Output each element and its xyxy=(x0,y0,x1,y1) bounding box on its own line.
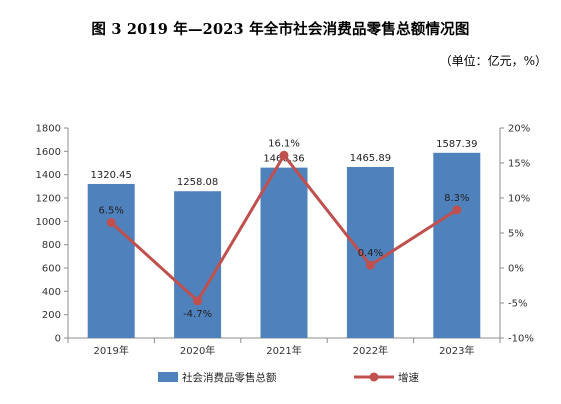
left-tick-label: 0 xyxy=(55,334,61,345)
x-tick-label: 2023年 xyxy=(439,344,474,357)
bar-value-label: 1465.89 xyxy=(350,153,391,164)
right-tick-label: -10% xyxy=(508,334,534,345)
legend-bar-swatch xyxy=(158,372,178,382)
right-tick-label: -5% xyxy=(508,299,527,310)
unit-note: （单位：亿元，%） xyxy=(439,54,547,68)
growth-point xyxy=(193,296,203,306)
growth-value-label: 16.1% xyxy=(268,138,300,149)
x-tick-label: 2021年 xyxy=(266,344,301,357)
left-tick-label: 800 xyxy=(42,240,61,251)
legend-bar-label: 社会消费品零售总额 xyxy=(182,371,277,384)
left-tick-label: 1400 xyxy=(36,170,61,181)
bar xyxy=(260,167,308,338)
left-tick-label: 1200 xyxy=(36,194,61,205)
growth-value-label: 6.5% xyxy=(98,206,123,217)
growth-value-label: -4.7% xyxy=(183,309,212,320)
left-tick-label: 600 xyxy=(42,264,61,275)
x-tick-label: 2020年 xyxy=(180,344,215,357)
left-tick-label: 1000 xyxy=(36,217,61,228)
growth-point xyxy=(452,205,462,215)
right-tick-label: 5% xyxy=(508,229,524,240)
right-tick-label: 10% xyxy=(508,194,530,205)
bar-value-label: 1587.39 xyxy=(436,139,477,150)
right-tick-label: 20% xyxy=(508,124,530,135)
growth-point xyxy=(106,218,116,227)
x-tick-label: 2019年 xyxy=(93,344,128,357)
bar-value-label: 1258.08 xyxy=(177,177,218,188)
growth-value-label: 0.4% xyxy=(358,248,383,259)
figure-title: 图 3 2019 年—2023 年全市社会消费品零售总额情况图 xyxy=(91,21,470,38)
bar xyxy=(174,191,222,338)
bar xyxy=(346,166,394,338)
bar xyxy=(87,183,135,338)
left-tick-label: 400 xyxy=(42,287,61,298)
bar-value-label: 1320.45 xyxy=(91,170,132,181)
left-tick-label: 1800 xyxy=(36,124,61,135)
legend-line-label: 增速 xyxy=(398,371,419,384)
left-tick-label: 1600 xyxy=(36,147,61,158)
bar xyxy=(433,152,481,338)
growth-value-label: 8.3% xyxy=(444,193,469,204)
right-tick-label: 15% xyxy=(508,159,530,170)
legend-line-marker xyxy=(369,372,379,382)
x-tick-label: 2022年 xyxy=(353,344,388,357)
right-tick-label: 0% xyxy=(508,264,524,275)
growth-point xyxy=(365,260,375,270)
left-tick-label: 200 xyxy=(42,310,61,321)
growth-point xyxy=(279,150,289,160)
